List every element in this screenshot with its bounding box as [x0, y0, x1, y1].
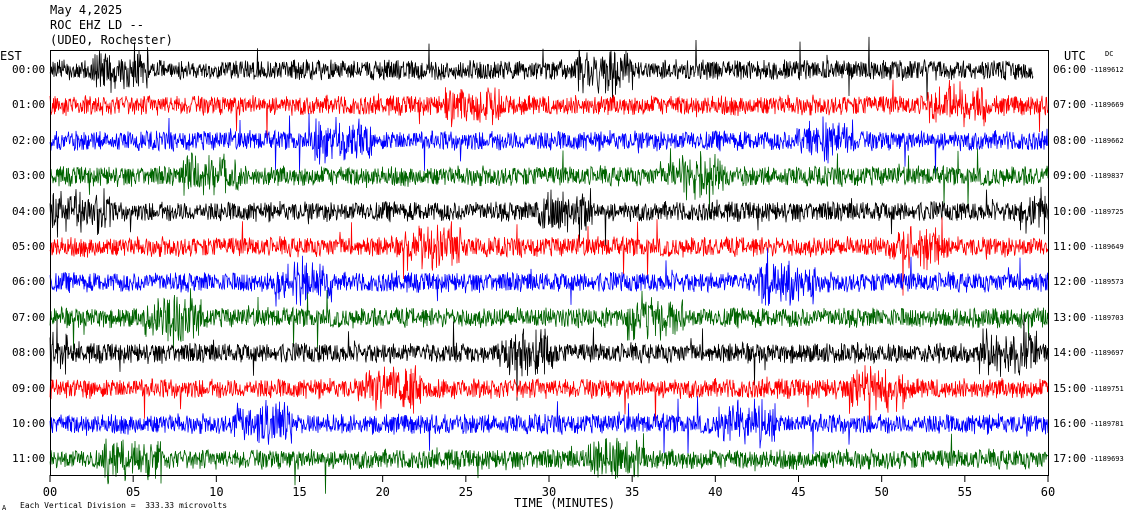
est-hour-label: 00:00 — [12, 63, 46, 76]
x-tick-label: 35 — [625, 485, 639, 499]
seismic-trace-row — [49, 248, 1049, 307]
utc-hour-label: 17:00 — [1053, 452, 1087, 466]
x-tick-label: 55 — [958, 485, 972, 499]
seismic-trace-row — [49, 148, 1049, 219]
est-hour-label: 05:00 — [12, 240, 46, 253]
est-hour-label: 01:00 — [12, 98, 46, 112]
utc-hour-label: 13:00 — [1053, 310, 1087, 324]
utc-hour-label: 09:00 — [1053, 169, 1087, 183]
utc-hour-label: 16:00 — [1053, 417, 1087, 430]
station-channel: ROC EHZ LD -- — [50, 18, 144, 32]
x-axis-ticks: 00 05 10 15 20 25 30 35 40 45 50 55 60 — [43, 475, 1055, 499]
scale-note: Each Vertical Division = 333.33 microvol… — [20, 501, 228, 510]
seismic-trace-row — [49, 36, 1034, 101]
dc-offset-value: -1189697 — [1090, 349, 1124, 358]
plot-frame — [50, 50, 1049, 476]
utc-hour-label: 11:00 — [1053, 240, 1087, 253]
x-tick-label: 15 — [292, 485, 306, 499]
seismic-trace-row — [49, 365, 1049, 429]
left-timezone-label: EST — [0, 49, 22, 63]
dc-offset-value: -1189662 — [1090, 136, 1124, 145]
seismic-trace-row — [49, 217, 1049, 296]
x-tick-label: 40 — [708, 485, 722, 499]
utc-hour-label: 08:00 — [1053, 133, 1087, 147]
est-hour-label: 11:00 — [12, 452, 46, 466]
est-hour-label: 02:00 — [12, 133, 46, 147]
seismic-trace-row — [49, 433, 1049, 494]
x-axis-label: TIME (MINUTES) — [514, 496, 616, 510]
utc-hour-label: 07:00 — [1053, 98, 1087, 112]
right-timezone-label: UTC — [1064, 49, 1086, 63]
x-tick-label: 25 — [459, 485, 473, 499]
dc-offset-value: -1189781 — [1090, 420, 1124, 428]
utc-hour-label: 06:00 — [1053, 63, 1087, 76]
utc-hour-label: 15:00 — [1053, 381, 1087, 395]
seismic-trace-row — [49, 314, 1049, 401]
seismic-traces — [49, 36, 1049, 494]
station-network: (UDEO, Rochester) — [50, 33, 173, 47]
x-tick-label: 45 — [791, 485, 805, 499]
seismic-trace-row — [49, 112, 1049, 176]
corner-mark: A — [2, 504, 7, 512]
helicorder-date: May 4,2025 — [50, 3, 123, 17]
seismic-trace-row — [49, 396, 1049, 455]
dc-offset-value: -1189693 — [1090, 455, 1124, 464]
seismic-trace-row — [49, 186, 1049, 247]
utc-hour-label: 14:00 — [1053, 346, 1087, 360]
est-hour-label: 09:00 — [12, 381, 46, 395]
est-hour-label: 04:00 — [12, 204, 46, 218]
dc-offset-value: -1189725 — [1090, 207, 1124, 216]
x-tick-label: 00 — [43, 485, 57, 499]
x-tick-label: 10 — [209, 485, 223, 499]
dc-offset-value: -1189649 — [1090, 243, 1124, 251]
dc-offset-value: -1189837 — [1090, 172, 1124, 181]
seismic-trace-row — [49, 79, 1049, 140]
x-tick-label: 30 — [542, 485, 556, 499]
dc-offset-header: DC — [1105, 50, 1114, 58]
utc-hour-label: 10:00 — [1053, 204, 1087, 218]
seismic-trace-row — [49, 288, 1049, 351]
est-hour-label: 10:00 — [12, 417, 46, 430]
dc-offset-value: -1189573 — [1090, 278, 1124, 287]
est-hour-label: 06:00 — [12, 275, 46, 289]
dc-offset-value: -1189703 — [1090, 313, 1124, 322]
x-tick-label: 20 — [375, 485, 389, 499]
dc-offset-value: -1189751 — [1090, 384, 1124, 393]
x-tick-label: 50 — [874, 485, 888, 499]
dc-offset-value: -1189612 — [1090, 66, 1124, 74]
dc-offset-value: -1189669 — [1090, 101, 1124, 110]
est-hour-label: 08:00 — [12, 346, 46, 360]
est-hour-label: 07:00 — [12, 310, 46, 324]
x-tick-label: 60 — [1041, 485, 1055, 499]
utc-hour-label: 12:00 — [1053, 275, 1087, 289]
est-hour-label: 03:00 — [12, 169, 46, 183]
x-tick-label: 05 — [126, 485, 140, 499]
